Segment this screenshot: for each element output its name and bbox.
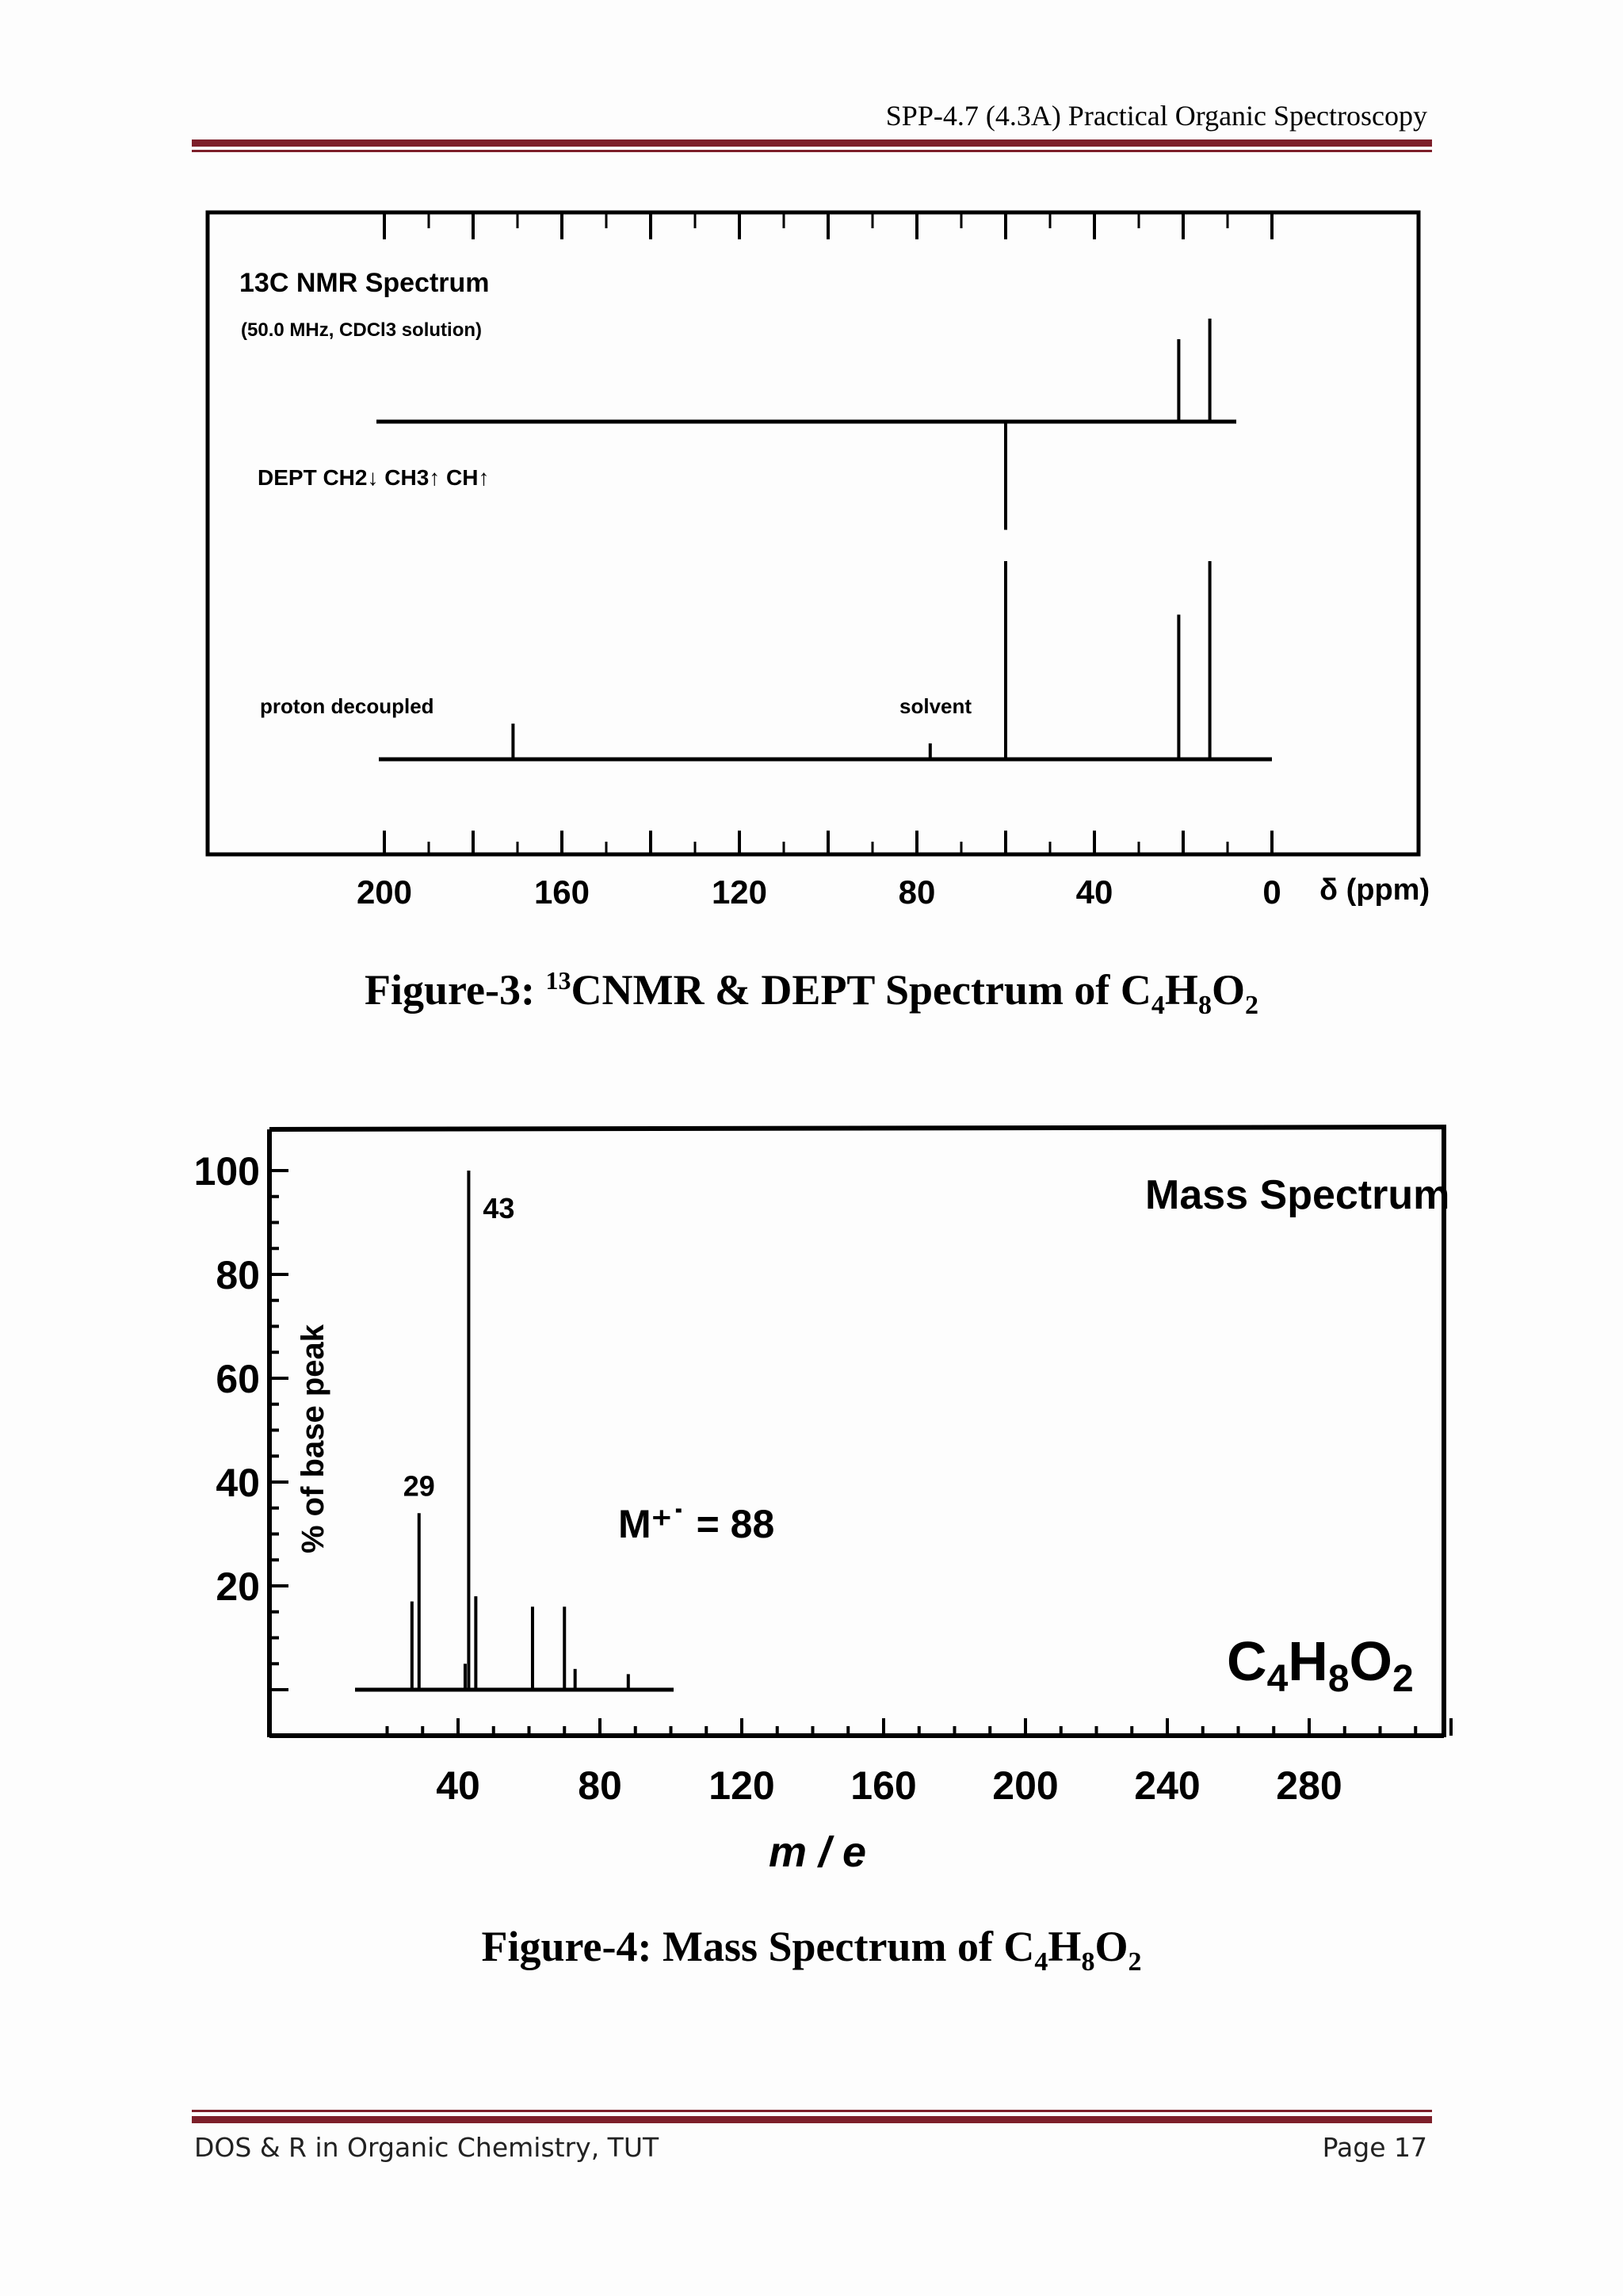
ms-peak-labels: 29 43 [403, 1192, 515, 1502]
nmr-bottom-ticks [383, 831, 1274, 854]
ms-y-tick-label: 80 [216, 1253, 260, 1297]
ms-xlabel: m / e [769, 1828, 866, 1876]
nmr-tick-label: 80 [899, 873, 936, 911]
nmr-tick-label: 0 [1262, 873, 1281, 911]
dept-peaks [1004, 319, 1212, 530]
ms-x-tick-label: 160 [850, 1763, 916, 1808]
ms-y-tick-label: 100 [194, 1149, 260, 1194]
ms-y-tick-label: 60 [216, 1357, 260, 1401]
nmr-axis-unit: δ (ppm) [1319, 873, 1430, 907]
ms-y-tick-label: 40 [216, 1461, 260, 1505]
ms-x-tick-label: 280 [1276, 1763, 1342, 1808]
nmr-tick-label: 200 [357, 873, 412, 911]
ms-y-tick-label: 20 [216, 1564, 260, 1609]
ms-formula: C4H8O2 [1227, 1630, 1414, 1700]
ms-title: Mass Spectrum [1145, 1172, 1449, 1218]
ms-peak-label: 43 [483, 1192, 514, 1224]
ms-x-ticks [385, 1718, 1453, 1736]
ms-y-tick-labels: 20 40 60 80 100 [194, 1149, 260, 1609]
nmr-tick-label: 160 [534, 873, 590, 911]
dept-label: DEPT CH2↓ CH3↑ CH↑ [258, 465, 489, 490]
page-number: Page 17 [1322, 2132, 1427, 2163]
footer-rule-thin [192, 2110, 1432, 2112]
ms-peak-label: 29 [403, 1469, 435, 1502]
ms-x-tick-label: 120 [708, 1763, 774, 1808]
footer-rule [192, 2116, 1432, 2123]
figure-3-caption: Figure-3: 13CNMR & DEPT Spectrum of C4H8… [365, 966, 1258, 1020]
nmr-conditions: (50.0 MHz, CDCl3 solution) [241, 319, 482, 341]
proton-decoupled-peaks [511, 561, 1212, 759]
ms-y-ticks [269, 1169, 288, 1691]
nmr-tick-label: 120 [712, 873, 767, 911]
nmr-frame [205, 210, 1421, 857]
nmr-spectrum-chart: 200 160 120 80 40 0 13C NMR Spectrum (50.0 MH… [205, 210, 1430, 911]
nmr-tick-label: 40 [1076, 873, 1113, 911]
ms-peaks [410, 1171, 630, 1690]
running-header: SPP-4.7 (4.3A) Practical Organic Spectro… [885, 100, 1427, 132]
solvent-label: solvent [899, 694, 972, 718]
figure-4-caption: Figure-4: Mass Spectrum of C4H8O2 [481, 1923, 1142, 1977]
ms-x-tick-label: 240 [1134, 1763, 1200, 1808]
mass-spectrum-chart: 40 80 120 160 200 240 280 20 40 60 80 100 29 43 % o… [194, 1125, 1453, 1876]
ms-x-tick-label: 200 [992, 1763, 1058, 1808]
ms-x-tick-label: 80 [578, 1763, 622, 1808]
header-rule [192, 139, 1432, 147]
ms-x-tick-labels: 40 80 120 160 200 240 280 [436, 1763, 1342, 1808]
header-rule-thin [192, 150, 1432, 152]
nmr-title: 13C NMR Spectrum [239, 268, 490, 298]
footer-institution: DOS & R in Organic Chemistry, TUT [194, 2132, 659, 2163]
proton-decoupled-label: proton decoupled [260, 694, 434, 718]
ms-ylabel: % of base peak [296, 1324, 330, 1553]
ms-x-tick-label: 40 [436, 1763, 480, 1808]
molecular-ion-label: M⁺˙ = 88 [618, 1502, 774, 1546]
nmr-tick-labels: 200 160 120 80 40 0 [357, 873, 1281, 911]
nmr-top-ticks [383, 212, 1274, 239]
ms-frame-top [269, 1125, 1447, 1132]
